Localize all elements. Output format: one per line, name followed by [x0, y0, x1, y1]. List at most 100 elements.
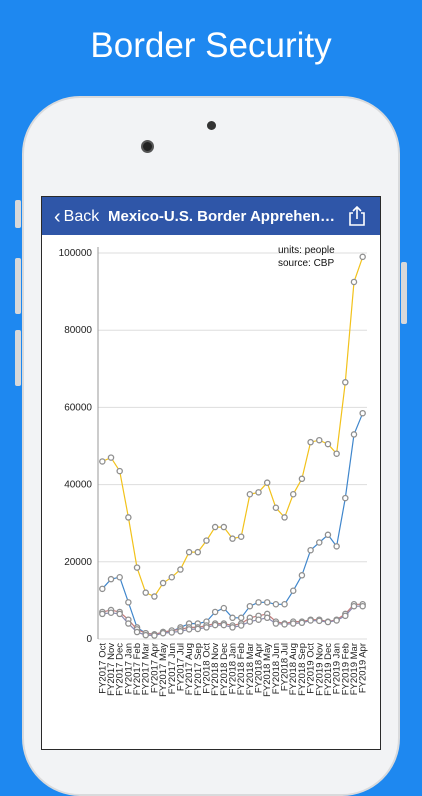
x-tick-label: FY2017 Jul: [175, 643, 186, 691]
x-tick-label: FY2019 Oct: [306, 643, 317, 694]
data-point: [281, 621, 288, 628]
series-line: [101, 412, 364, 636]
data-point: [281, 601, 288, 608]
data-point: [107, 454, 115, 461]
data-point: [116, 573, 123, 581]
data-point: [342, 494, 349, 502]
data-point: [168, 573, 176, 581]
x-tick-label: FY2019 Mar: [349, 643, 360, 695]
data-point: [211, 608, 219, 616]
page-title: Mexico-U.S. Border Apprehensio...: [108, 208, 340, 225]
data-point: [359, 253, 366, 261]
y-tick-label: 0: [86, 634, 92, 645]
data-point: [272, 504, 280, 512]
data-point: [125, 514, 132, 521]
x-tick-label: FY2019 Jan: [332, 643, 343, 694]
data-point: [246, 602, 254, 610]
data-point: [316, 436, 323, 444]
data-point: [298, 572, 306, 579]
y-tick-label: 100000: [59, 248, 93, 259]
back-button[interactable]: ‹ Back: [54, 206, 99, 229]
x-tick-label: FY2018 Nov: [210, 643, 221, 696]
back-label: Back: [63, 208, 100, 225]
data-point: [237, 533, 245, 540]
y-tick-label: 80000: [64, 325, 92, 336]
data-point: [342, 612, 349, 620]
x-tick-label: FY2017 Oct: [97, 643, 108, 694]
data-point: [263, 614, 271, 622]
data-point: [263, 599, 271, 606]
data-point: [211, 523, 219, 531]
data-point: [142, 589, 149, 596]
data-point: [220, 604, 228, 612]
chart-source: source: CBP: [278, 258, 335, 269]
data-point: [316, 539, 323, 546]
data-point: [359, 409, 366, 417]
data-point: [255, 599, 262, 606]
data-point: [220, 523, 228, 531]
data-point: [229, 614, 236, 622]
data-point: [185, 626, 193, 633]
data-point: [168, 629, 176, 636]
x-tick-label: FY2017 Jan: [123, 643, 134, 694]
x-tick-label: FY2018 Dec: [219, 643, 230, 696]
volume-down-button: [15, 330, 21, 386]
x-tick-label: FY2018 Oct: [201, 643, 212, 694]
data-point: [211, 621, 219, 629]
data-point: [324, 531, 332, 539]
series-line: [102, 256, 364, 598]
data-point: [342, 379, 349, 386]
data-point: [220, 621, 228, 629]
data-point: [350, 602, 358, 610]
speaker-dot: [207, 121, 216, 130]
x-tick-label: FY2018 Jun: [271, 643, 282, 694]
navigation-bar: ‹ Back Mexico-U.S. Border Apprehensio...: [42, 197, 380, 235]
data-point: [159, 579, 167, 587]
chevron-left-icon: ‹: [54, 206, 61, 228]
x-tick-label: FY2018 Jul: [280, 643, 291, 691]
x-tick-label: FY2017 Feb: [132, 643, 143, 695]
data-point: [107, 609, 115, 617]
data-point: [151, 632, 158, 639]
data-point: [133, 564, 141, 571]
data-point: [99, 585, 106, 593]
data-point: [316, 617, 323, 625]
data-point: [333, 617, 340, 624]
data-point: [255, 616, 262, 623]
share-icon[interactable]: [346, 205, 368, 227]
data-point: [307, 438, 314, 446]
x-tick-label: FY2018 Jan: [228, 643, 239, 694]
data-point: [333, 543, 340, 550]
data-point: [289, 620, 297, 627]
x-tick-label: FY2018 Feb: [236, 643, 247, 695]
data-point: [237, 622, 245, 629]
data-point: [324, 618, 332, 626]
x-tick-label: FY2019 Apr: [358, 643, 369, 693]
front-camera: [141, 140, 154, 153]
data-point: [133, 628, 141, 636]
chart-area: units: people source: CBP 0 20000 40000 600…: [42, 235, 380, 749]
data-point: [229, 624, 236, 631]
y-tick-label: 60000: [64, 402, 92, 413]
data-point: [203, 624, 210, 631]
x-tick-label: FY2019 Nov: [314, 643, 325, 696]
data-point: [125, 620, 132, 627]
x-tick-label: FY2017 Sep: [193, 643, 204, 696]
x-tick-label: FY2017 Aug: [184, 643, 195, 695]
x-tick-label: FY2018 Apr: [254, 643, 265, 693]
x-tick-label: FY2017 May: [158, 643, 169, 697]
power-button: [401, 262, 407, 324]
data-point: [142, 631, 149, 639]
data-point: [177, 566, 184, 573]
data-point: [203, 537, 210, 544]
data-point: [359, 602, 366, 610]
x-tick-label: FY2018 Mar: [245, 643, 256, 695]
x-tick-label: FY2017 Dec: [115, 643, 126, 696]
data-point: [298, 475, 306, 483]
data-point: [107, 575, 115, 583]
y-tick-label: 20000: [64, 557, 92, 568]
data-point: [237, 614, 245, 622]
data-point: [307, 617, 314, 624]
x-tick-label: FY2017 Nov: [106, 643, 117, 696]
mute-switch: [15, 200, 21, 228]
